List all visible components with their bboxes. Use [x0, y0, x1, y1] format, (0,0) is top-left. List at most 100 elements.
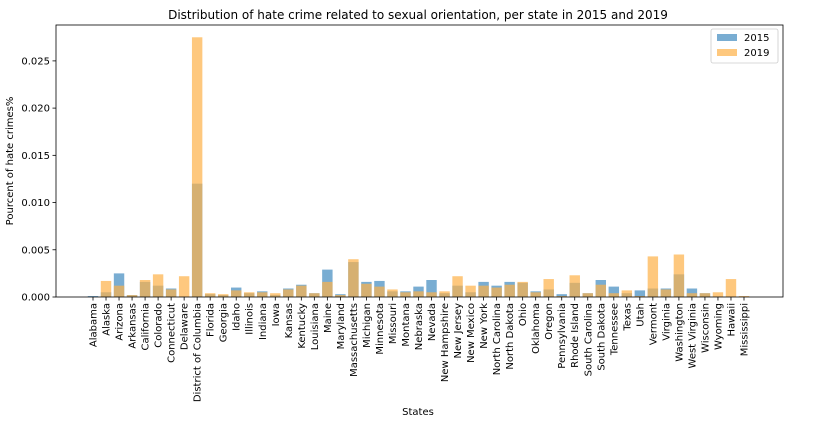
bar-2019-texas	[621, 290, 633, 297]
bar-2019-rhode-island	[569, 275, 580, 297]
axes-layer	[55, 24, 784, 298]
bar-2019-michigan	[361, 283, 372, 297]
bar-2015-arizona	[113, 273, 125, 297]
bar-2019-north-carolina	[491, 287, 502, 297]
bar-2019-georgia	[217, 294, 229, 297]
x-ticks: Alabama Alaska Arizona Arkansas California Co…	[89, 297, 751, 402]
bar-2019-ohio	[517, 281, 528, 297]
x-tick-label: Wyoming	[713, 303, 724, 350]
y-tick-label: 0.020	[21, 104, 50, 115]
bar-2019-louisiana	[309, 293, 320, 297]
y-tick-label: 0.005	[21, 245, 50, 256]
x-tick-label: New Jersey	[453, 303, 464, 359]
x-tick-label: Vermont	[648, 303, 659, 345]
bar-2019-washington	[673, 254, 685, 297]
x-tick-label: Oregon	[544, 303, 555, 340]
x-tick-label: Utah	[635, 303, 646, 327]
bar-2019-florida	[204, 293, 216, 297]
x-tick-label: North Dakota	[505, 303, 516, 370]
x-tick-label: Arizona	[115, 303, 126, 341]
bar-2019-district-of-columbia	[191, 37, 203, 297]
x-tick-label: Michigan	[362, 303, 373, 348]
x-tick-label: South Dakota	[596, 303, 607, 371]
x-tick-label: Texas	[622, 303, 633, 332]
bar-2019-wyoming	[712, 292, 724, 297]
bar-2019-wisconsin	[699, 293, 711, 297]
bars-layer	[87, 37, 750, 297]
bar-2019-maine	[322, 281, 333, 297]
x-tick-label: Alaska	[102, 303, 113, 336]
x-tick-label: Maine	[323, 303, 334, 333]
bar-2019-missouri	[387, 289, 398, 297]
bar-2019-iowa	[270, 293, 281, 297]
x-tick-label: Mississippi	[740, 303, 751, 356]
bar-2019-new-jersey	[452, 276, 463, 297]
x-tick-label: Virginia	[661, 303, 672, 341]
x-tick-label: Georgia	[219, 303, 230, 342]
bar-2019-arizona	[113, 285, 125, 297]
legend-swatch-2015	[717, 34, 737, 41]
bar-2019-montana	[400, 292, 411, 297]
x-tick-label: Massachusetts	[349, 303, 360, 377]
x-tick-label: Maryland	[336, 303, 347, 349]
x-tick-label: Idaho	[232, 303, 243, 331]
x-tick-label: New Mexico	[466, 303, 477, 363]
legend-label-2019: 2019	[744, 48, 769, 59]
bar-2015-utah	[634, 290, 646, 297]
x-tick-label: New York	[479, 303, 490, 349]
x-tick-label: Illinois	[245, 303, 256, 335]
bar-2019-new-hampshire	[439, 291, 450, 297]
y-axis-label: Pourcent of hate crimes%	[5, 97, 16, 226]
x-tick-label: District of Columbia	[193, 303, 204, 402]
x-tick-label: Arkansas	[128, 303, 139, 349]
bar-2019-indiana	[257, 292, 268, 297]
bar-2019-arkansas	[126, 295, 138, 297]
x-tick-label: Connecticut	[167, 303, 178, 363]
bar-2019-delaware	[178, 276, 190, 297]
bar-2019-kentucky	[296, 285, 307, 297]
x-tick-label: Nevada	[427, 303, 438, 341]
y-tick-label: 0.015	[21, 151, 50, 162]
x-axis-label: States	[402, 407, 434, 418]
x-tick-label: Nebraska	[414, 303, 425, 350]
x-tick-label: Montana	[401, 303, 412, 347]
bar-2019-new-york	[478, 285, 489, 297]
bar-2019-alaska	[100, 280, 112, 297]
bar-2019-north-dakota	[504, 284, 515, 297]
x-tick-label: Kansas	[284, 303, 295, 338]
plot-frame	[55, 24, 784, 298]
x-tick-label: Tennessee	[609, 303, 620, 356]
bar-2019-vermont	[647, 256, 659, 297]
x-tick-label: California	[141, 303, 152, 351]
bar-2019-nevada	[426, 292, 437, 297]
x-tick-label: Iowa	[271, 303, 282, 326]
bar-2019-connecticut	[165, 289, 177, 297]
x-tick-label: Indiana	[258, 303, 269, 340]
x-tick-label: Colorado	[154, 303, 165, 348]
x-tick-label: Pennsylvania	[557, 303, 568, 369]
x-tick-label: Washington	[674, 303, 685, 362]
bar-2019-south-carolina	[582, 293, 593, 297]
bar-2019-utah	[634, 296, 646, 297]
bar-2019-mississippi	[738, 296, 750, 297]
bar-2019-nebraska	[413, 291, 424, 297]
bar-2019-west-virginia	[686, 293, 698, 297]
bar-2015-tennessee	[608, 286, 620, 297]
bar-2019-idaho	[231, 290, 242, 297]
bar-2019-tennessee	[608, 293, 620, 297]
bar-2015-west-virginia	[686, 288, 698, 297]
x-tick-label: North Carolina	[492, 303, 503, 375]
bar-2019-illinois	[244, 292, 255, 297]
x-tick-label: Alabama	[89, 303, 100, 347]
x-tick-label: Louisiana	[310, 303, 321, 350]
x-tick-label: Kentucky	[297, 303, 308, 349]
x-tick-label: Hawaii	[726, 303, 737, 337]
y-tick-label: 0.025	[21, 56, 50, 67]
x-tick-label: West Virginia	[687, 303, 698, 368]
x-tick-label: Minnesota	[375, 303, 386, 355]
bar-2019-kansas	[283, 289, 294, 297]
x-tick-label: Delaware	[180, 303, 191, 350]
bar-2015-pennsylvania	[556, 294, 567, 297]
x-tick-label: Florida	[206, 303, 217, 337]
legend-label-2015: 2015	[744, 33, 769, 44]
